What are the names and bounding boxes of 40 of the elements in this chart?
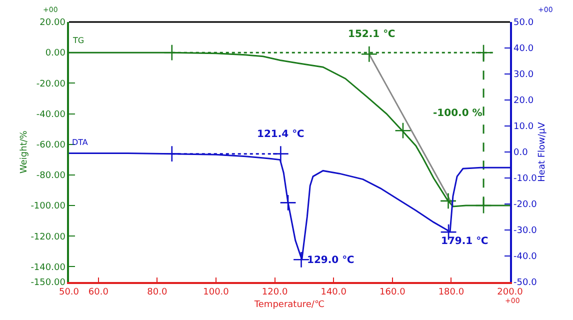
annotation: 129.0 ℃ xyxy=(307,255,354,266)
y2-tick-label: 30.0 xyxy=(514,70,534,80)
y-tick-label: -150.00 xyxy=(30,278,66,288)
annotation: -100.0 % xyxy=(433,108,482,119)
x-tick-label: 120.0 xyxy=(262,288,288,298)
y2-tick-label: 50.0 xyxy=(514,18,534,28)
x-tick-label: 160.0 xyxy=(380,288,406,298)
y-tick-label: -40.00 xyxy=(36,110,66,120)
annotation: 121.4 ℃ xyxy=(257,129,304,140)
y-tick-label: 0.00 xyxy=(45,48,66,59)
x-tick-label: 50.0 xyxy=(58,288,80,298)
x-tick-label: 60.0 xyxy=(88,288,109,298)
y2-tick-label: 0.0 xyxy=(514,148,528,158)
annotation: 152.1 ℃ xyxy=(348,29,396,40)
y2-tick-label: -20.0 xyxy=(514,200,538,210)
y-tick-label: -140.00 xyxy=(30,262,66,273)
y2-tick-label: -10.0 xyxy=(514,174,538,184)
y2-tick-label: 20.0 xyxy=(514,96,534,106)
y-tick-label: -20.00 xyxy=(36,79,66,90)
y2-tick-label: -40.0 xyxy=(514,252,538,262)
x-tick-label: 140.0 xyxy=(320,288,347,298)
y-tick-label: -100.00 xyxy=(30,202,66,212)
x-tick-label: 200.0 xyxy=(497,288,524,298)
annotation: TG xyxy=(72,36,84,45)
y2-tick-label: -30.0 xyxy=(514,226,538,236)
y-axis-title: Weight/% xyxy=(20,130,30,174)
y-tick-label: 20.00 xyxy=(40,18,66,28)
x-tick-label: 100.0 xyxy=(203,288,230,298)
y-tick-label: -120.00 xyxy=(30,232,66,242)
y-tick-label: -80.00 xyxy=(36,171,66,182)
y2-tick-label: 10.0 xyxy=(514,122,534,132)
annotation: DTA xyxy=(72,138,88,147)
x-axis-title: Temperature/℃ xyxy=(253,300,325,310)
x-tick-label: 180.0 xyxy=(438,288,464,298)
x-tick-label: 80.0 xyxy=(147,288,168,298)
y2-tick-label: -50.0 xyxy=(514,278,538,288)
annotation: 179.1 ℃ xyxy=(441,236,488,247)
y2-tick-label: 40.0 xyxy=(514,44,534,54)
y2-axis-title: Heat Flow/μV xyxy=(537,121,548,182)
y-tick-label: -60.00 xyxy=(36,140,66,150)
